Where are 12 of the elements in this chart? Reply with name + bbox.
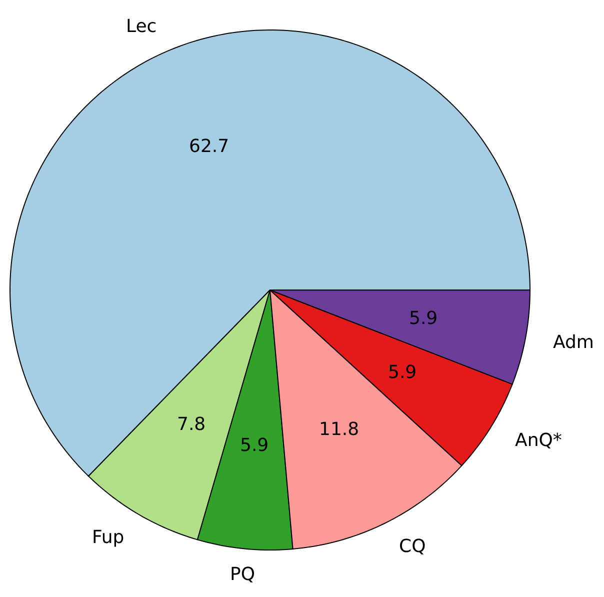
data-label: 7.8 — [177, 414, 206, 435]
slice-label: AnQ* — [515, 430, 562, 451]
slice-label: Adm — [553, 332, 594, 353]
slice-label: PQ — [230, 564, 256, 585]
slice-label: CQ — [399, 536, 426, 557]
data-label: 5.9 — [409, 308, 438, 329]
data-label: 5.9 — [388, 362, 417, 383]
data-label: 11.8 — [319, 419, 360, 440]
data-label: 62.7 — [189, 136, 230, 157]
data-label: 5.9 — [240, 435, 269, 456]
slice-label: Lec — [126, 16, 157, 37]
slice-label: Fup — [92, 527, 124, 548]
